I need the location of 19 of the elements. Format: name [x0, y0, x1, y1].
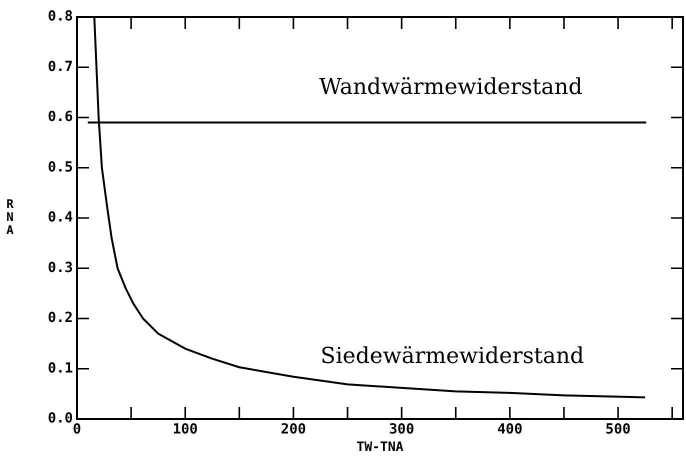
- y-axis-title: RNA: [6, 197, 14, 238]
- y-tick-label: 0.7: [48, 58, 73, 75]
- y-tick-label: 0.2: [48, 310, 73, 326]
- y-tick-label: 0.6: [48, 109, 73, 126]
- y-tick-label: 0.4: [48, 210, 73, 226]
- x-tick-label: 500: [605, 422, 631, 438]
- y-tick-label: 0.3: [48, 260, 73, 276]
- series-label: Wandwärmewiderstand: [319, 75, 582, 100]
- x-tick-label: 300: [388, 422, 414, 438]
- series-label: Siedewärmewiderstand: [320, 344, 584, 369]
- x-tick-label: 0: [72, 422, 82, 438]
- y-tick-label: 0.8: [48, 8, 73, 25]
- y-tick-label: 0.0: [48, 410, 73, 427]
- x-tick-label: 400: [497, 422, 523, 438]
- x-tick-label: 200: [280, 422, 306, 438]
- y-tick-label: 0.5: [48, 159, 73, 176]
- x-tick-label: 100: [172, 422, 198, 438]
- x-axis-title: TW-TNA: [356, 440, 404, 455]
- y-tick-label: 0.1: [48, 360, 73, 376]
